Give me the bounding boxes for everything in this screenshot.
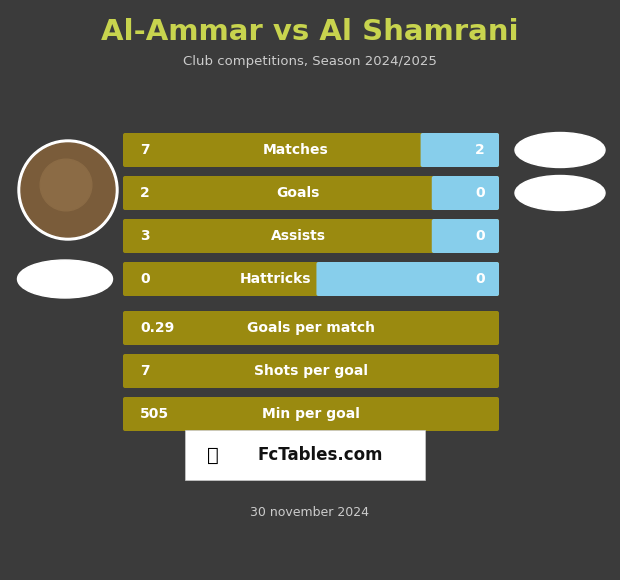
FancyBboxPatch shape bbox=[434, 221, 446, 251]
Text: 2: 2 bbox=[476, 143, 485, 157]
FancyBboxPatch shape bbox=[123, 397, 499, 431]
Text: 2: 2 bbox=[140, 186, 150, 200]
Ellipse shape bbox=[17, 260, 112, 298]
Text: 7: 7 bbox=[140, 143, 149, 157]
Text: 0.29: 0.29 bbox=[140, 321, 174, 335]
Circle shape bbox=[18, 140, 118, 240]
FancyBboxPatch shape bbox=[434, 178, 446, 208]
Text: Matches: Matches bbox=[264, 143, 329, 157]
Text: 7: 7 bbox=[140, 364, 149, 378]
Text: Goals per match: Goals per match bbox=[247, 321, 375, 335]
FancyBboxPatch shape bbox=[185, 430, 425, 480]
FancyBboxPatch shape bbox=[432, 176, 499, 210]
FancyBboxPatch shape bbox=[420, 133, 499, 167]
Text: 📊: 📊 bbox=[207, 445, 219, 465]
Text: 0: 0 bbox=[140, 272, 149, 286]
Text: Assists: Assists bbox=[271, 229, 326, 243]
Text: Goals: Goals bbox=[277, 186, 320, 200]
FancyBboxPatch shape bbox=[123, 133, 499, 167]
FancyBboxPatch shape bbox=[316, 262, 499, 296]
Circle shape bbox=[40, 159, 92, 211]
FancyBboxPatch shape bbox=[123, 262, 499, 296]
Text: 0: 0 bbox=[476, 229, 485, 243]
Text: 505: 505 bbox=[140, 407, 169, 421]
Text: Al-Ammar vs Al Shamrani: Al-Ammar vs Al Shamrani bbox=[101, 18, 519, 46]
FancyBboxPatch shape bbox=[123, 354, 499, 388]
FancyBboxPatch shape bbox=[123, 311, 499, 345]
Text: Shots per goal: Shots per goal bbox=[254, 364, 368, 378]
Text: 0: 0 bbox=[476, 272, 485, 286]
Text: 30 november 2024: 30 november 2024 bbox=[250, 506, 370, 519]
Ellipse shape bbox=[515, 176, 605, 211]
Text: Hattricks: Hattricks bbox=[239, 272, 311, 286]
Ellipse shape bbox=[515, 132, 605, 168]
FancyBboxPatch shape bbox=[123, 219, 499, 253]
Text: FcTables.com: FcTables.com bbox=[257, 446, 383, 464]
Text: 0: 0 bbox=[476, 186, 485, 200]
Circle shape bbox=[21, 143, 115, 237]
FancyBboxPatch shape bbox=[319, 264, 330, 294]
Text: 3: 3 bbox=[140, 229, 149, 243]
FancyBboxPatch shape bbox=[123, 176, 499, 210]
FancyBboxPatch shape bbox=[423, 135, 435, 165]
FancyBboxPatch shape bbox=[432, 219, 499, 253]
Text: Club competitions, Season 2024/2025: Club competitions, Season 2024/2025 bbox=[183, 56, 437, 68]
Text: Min per goal: Min per goal bbox=[262, 407, 360, 421]
